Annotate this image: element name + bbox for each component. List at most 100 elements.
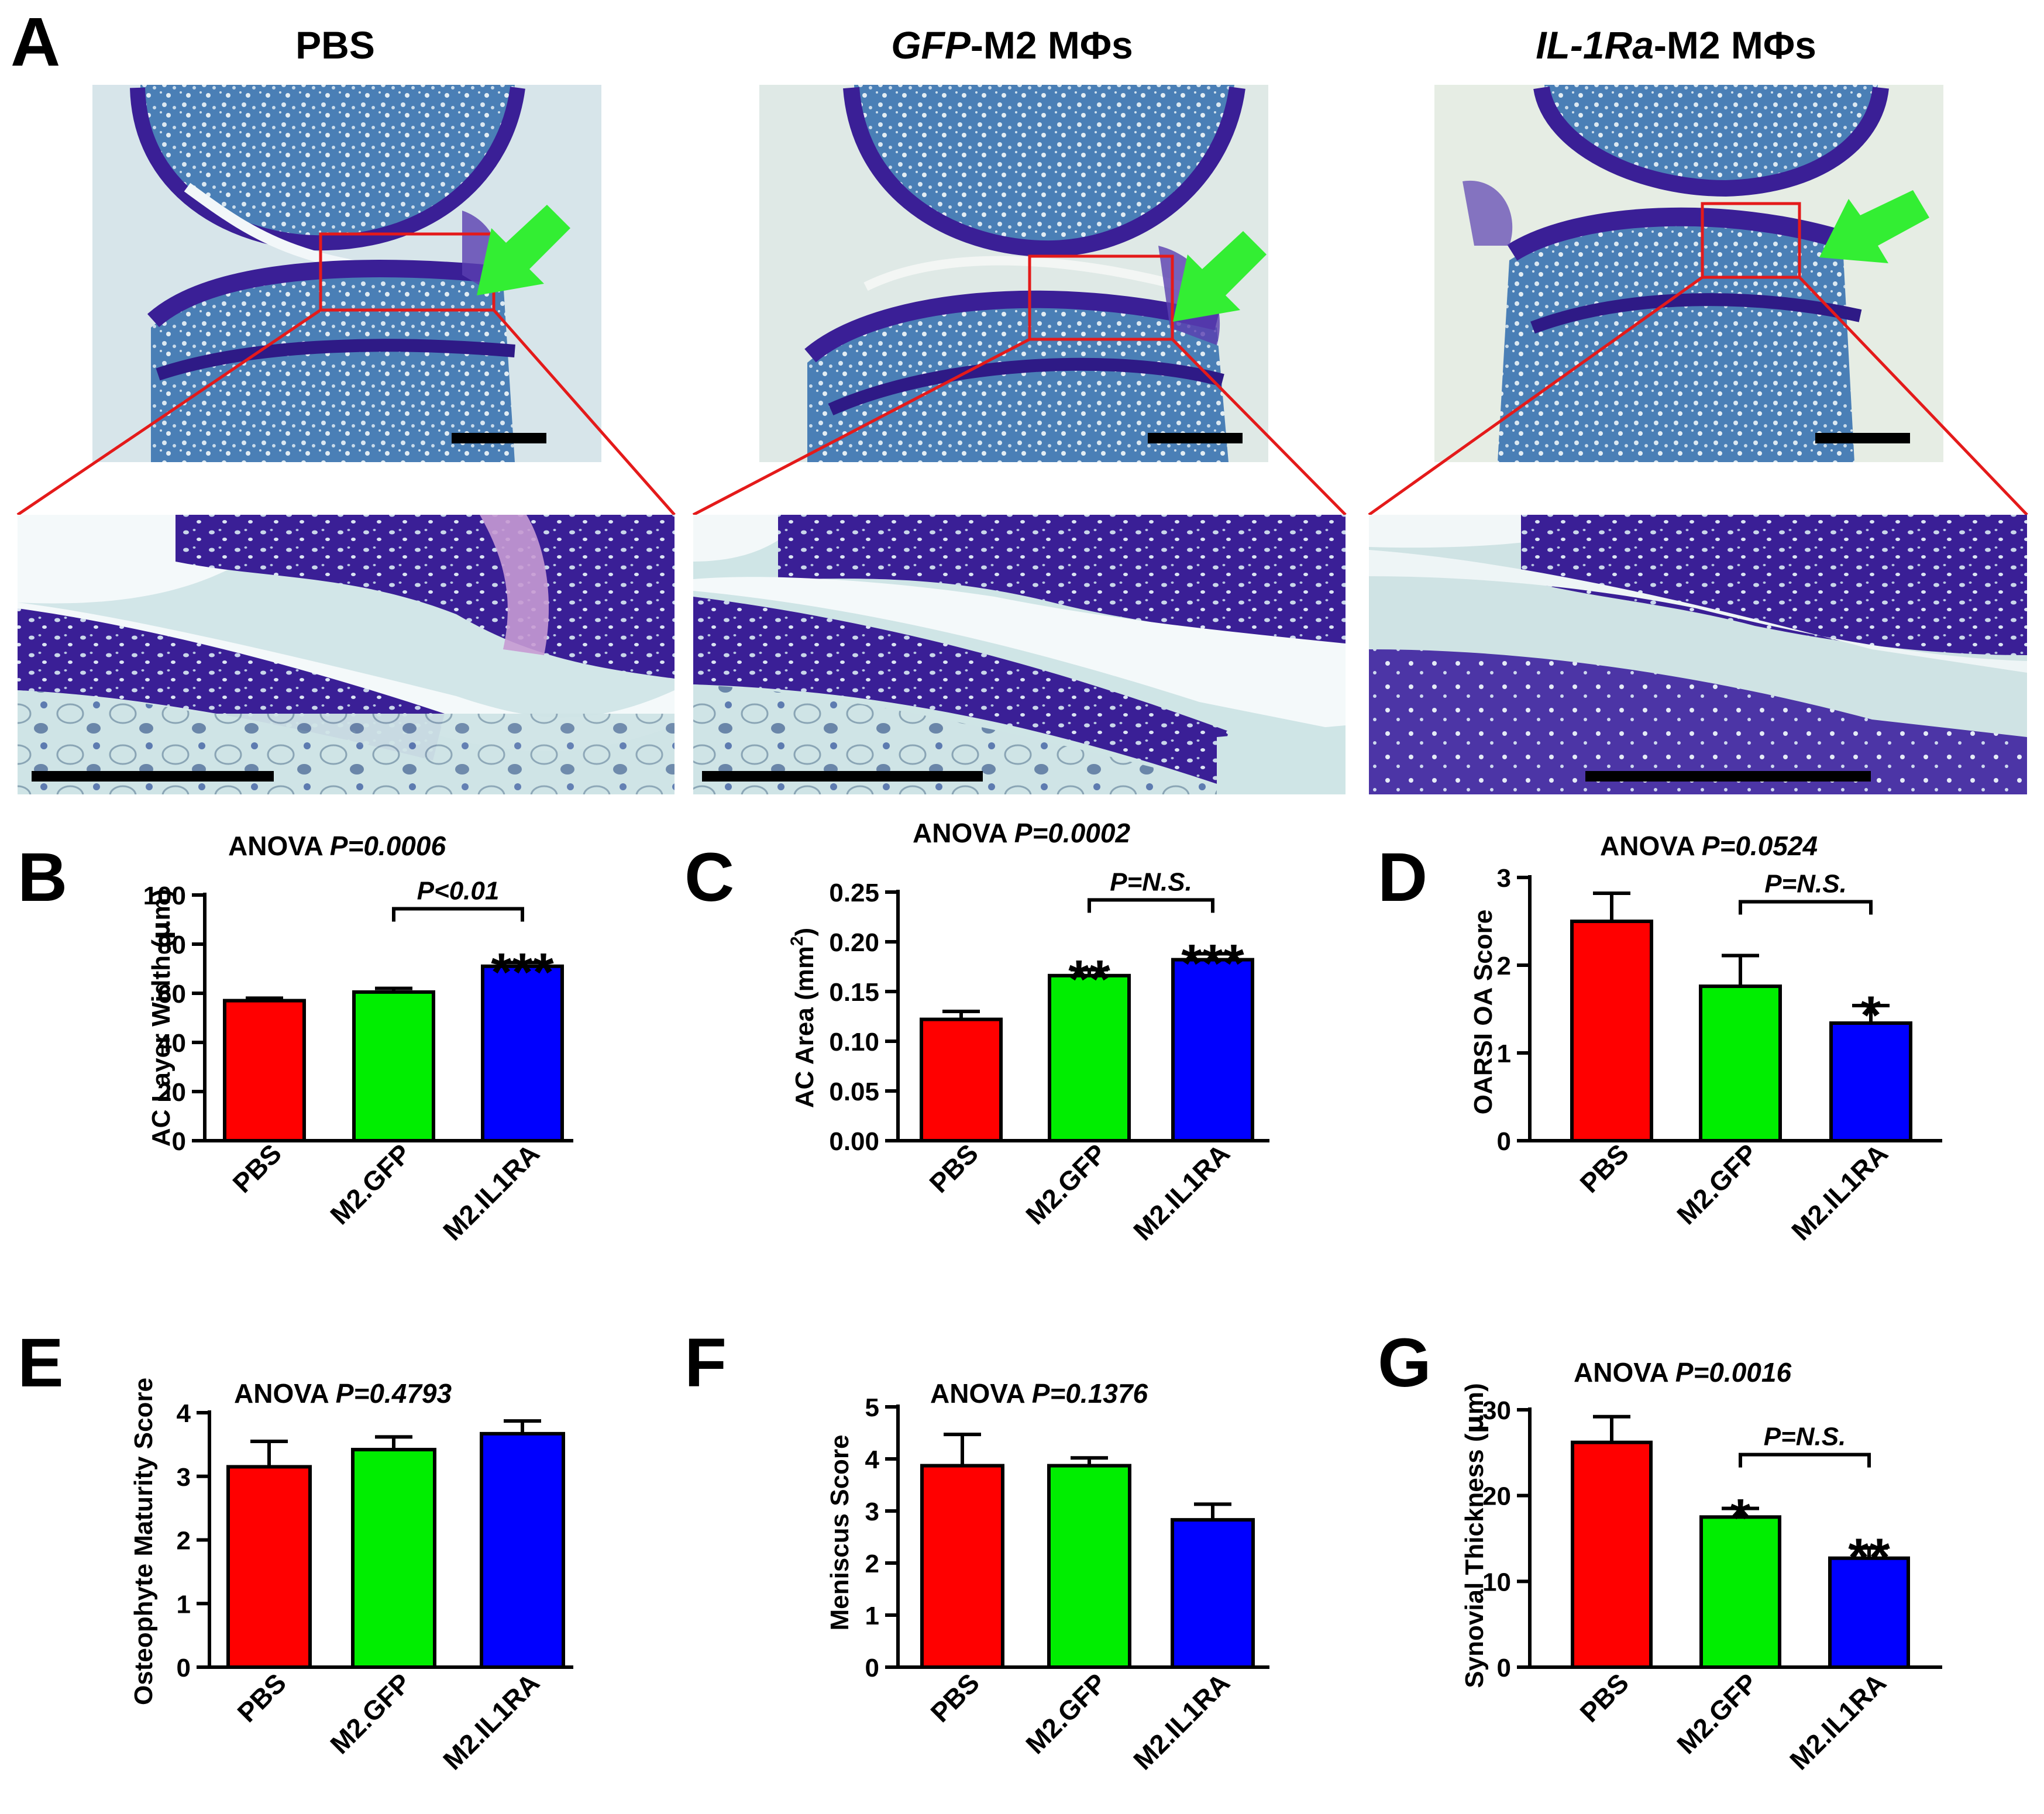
x-tick-label: PBS [923,1138,984,1199]
y-tick-label: 3 [177,1463,191,1492]
y-tick-label: 3 [865,1498,879,1526]
y-tick-label: 0 [172,1127,186,1156]
anova-label: ANOVA P=0.0006 [228,831,446,861]
panel-letter-f: F [684,1324,727,1402]
bar-pbs [1571,1440,1653,1670]
y-axis-label: Osteophyte Maturity Score [129,1378,158,1705]
y-tick-label: 1 [177,1590,191,1619]
x-tick-label: M2.GFP [1671,1667,1763,1760]
panel-a-letter: A [11,4,60,81]
x-tick-label: M2.GFP [1020,1138,1112,1230]
significance-stars: *** [1181,934,1244,993]
column-title-pbs: PBS [295,23,375,67]
bar-m2-gfp [1699,1515,1781,1669]
y-tick-label: 60 [157,980,186,1008]
anova-p-value: P=0.0016 [1675,1357,1792,1388]
comparison-label: P=N.S. [1764,1423,1846,1451]
comparison-bracket [1739,1452,1871,1468]
x-tick-label: M2.IL1RA [437,1667,545,1775]
y-tick-label: 0 [1497,1654,1511,1682]
comparison-label: P=N.S. [1764,870,1847,899]
y-tick-label: 0 [177,1654,191,1682]
micrograph-overview-gfp-m2 [759,85,1268,462]
panel-letter-g: G [1378,1324,1432,1402]
significance-stars: *** [491,943,554,1003]
chart-panel-c: C ANOVA P=0.0002 0.00 0.05 0.10 0.15 0.20 0.25 A… [684,818,1269,1246]
x-tick-label: M2.IL1RA [1127,1138,1236,1246]
column-title-il1ra-m2: IL-1Ra-M2 MΦs [1536,23,1816,67]
bar-m2-il1ra [1829,1021,1912,1142]
significance-stars: * [1730,1489,1751,1548]
panel-letter-b: B [18,839,67,916]
y-axis-label: AC Area (mm2) [787,928,819,1108]
panel-letter-e: E [18,1324,64,1402]
bar-pbs [920,1017,1003,1142]
bar-pbs [1570,920,1653,1142]
zoom-connector-lines [16,276,2028,517]
bar-m2-gfp [351,1448,436,1669]
y-axis-label: Synovial Thickness (μm) [1460,1383,1489,1688]
anova-label: ANOVA P=0.0016 [1574,1357,1791,1388]
y-tick-label: 1 [865,1602,879,1630]
y-tick-label: 80 [157,931,186,959]
y-axis-label: OARSI OA Score [1469,910,1498,1114]
y-tick-label: 1 [1497,1039,1511,1068]
y-tick-label: 0.05 [829,1078,879,1106]
y-tick-label: 30 [1482,1396,1511,1425]
x-tick-label: PBS [231,1667,292,1728]
x-tick-label: PBS [1574,1667,1634,1728]
x-tick-label: M2.IL1RA [1785,1138,1894,1246]
y-tick-label: 0.25 [829,879,879,907]
micrograph-zoom-il1ra-m2 [1369,515,2027,794]
x-tick-label: M2.IL1RA [1784,1667,1892,1775]
bar-pbs [226,1465,312,1669]
y-tick-label: 20 [1482,1482,1511,1511]
y-tick-label: 0 [1497,1127,1511,1156]
y-tick-label: 10 [1482,1568,1511,1596]
column-title-gfp-m2: GFP-M2 MΦs [891,23,1133,67]
anova-label: ANOVA P=0.0002 [913,818,1130,848]
micrograph-zoom-pbs [18,515,675,794]
y-tick-label: 0 [865,1654,879,1682]
y-tick-label: 4 [177,1399,191,1428]
micrograph-overview-il1ra-m2 [1434,85,1943,462]
x-tick-label: PBS [924,1667,985,1728]
y-axis-label: Meniscus Score [825,1434,854,1630]
anova-p-value: P=0.0006 [330,831,446,861]
x-tick-label: PBS [226,1138,287,1199]
panel-a: A PBS GFP-M2 MΦs IL-1Ra-M2 MΦs [11,4,2028,794]
anova-p-value: P=0.1376 [1032,1378,1148,1409]
panel-letter-c: C [684,839,734,916]
bar-m2-gfp [1699,985,1782,1142]
chart-panel-e: E ANOVA P=0.4793 0 1 2 3 4 Osteophyte Maturity … [18,1324,573,1775]
x-tick-label: M2.GFP [1671,1138,1763,1230]
x-tick-label: M2.IL1RA [437,1138,545,1246]
bar-m2-il1ra [1171,958,1254,1142]
micrograph-zoom-gfp-m2 [693,515,1346,794]
y-tick-label: 40 [157,1029,186,1058]
x-tick-label: M2.GFP [1020,1667,1112,1760]
arrow-icon [477,205,570,295]
y-tick-label: 20 [157,1078,186,1107]
significance-stars: ** [1068,950,1110,1010]
roi-box-il1ra-m2 [1701,202,1801,279]
comparison-label: P<0.01 [417,877,500,906]
bar-m2-gfp [1047,1464,1131,1670]
roi-box-gfp-m2 [1028,254,1174,341]
comparison-bracket [1739,900,1873,915]
comparison-bracket [1088,898,1214,913]
arrow-icon [1173,231,1267,322]
bar-pbs [223,999,306,1142]
y-tick-label: 3 [1497,864,1511,893]
y-axis-label: AC Layer Width (μm) [146,889,176,1147]
y-tick-label: 4 [865,1445,880,1474]
x-tick-label: M2.IL1RA [1127,1667,1236,1775]
significance-stars: * [1860,986,1881,1045]
anova-p-value: P=0.0002 [1014,818,1131,848]
x-tick-label: M2.GFP [324,1138,417,1230]
y-tick-label: 2 [865,1550,879,1578]
panel-letter-d: D [1378,839,1427,916]
y-tick-label: 0.00 [829,1127,879,1156]
